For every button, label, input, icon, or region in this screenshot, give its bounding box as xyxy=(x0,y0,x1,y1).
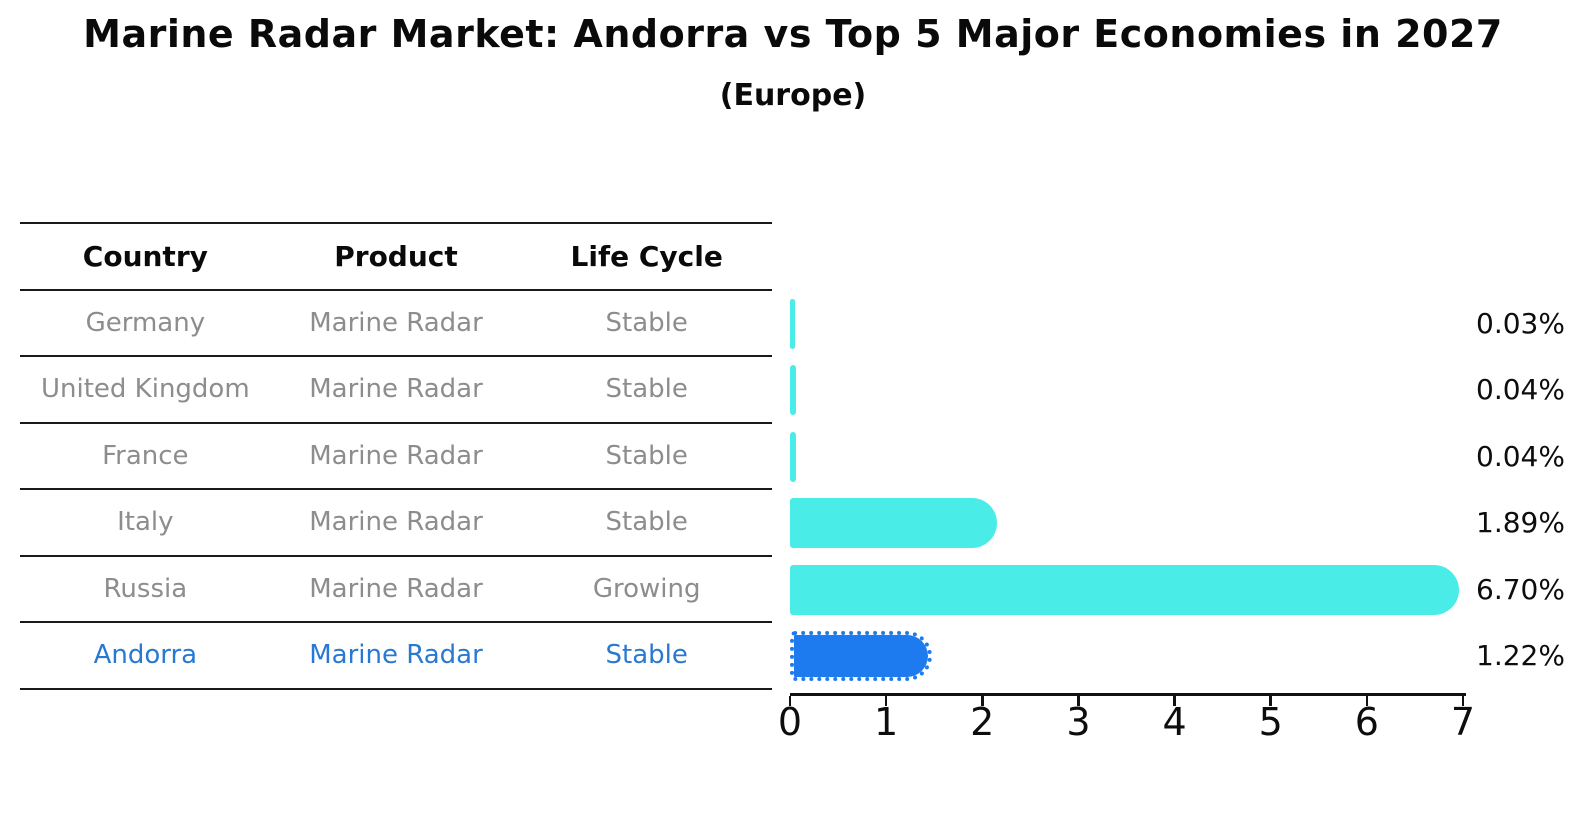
x-tick-label-5: 5 xyxy=(1258,700,1283,744)
table-cell-country: Russia xyxy=(103,573,188,604)
chart-title: Marine Radar Market: Andorra vs Top 5 Ma… xyxy=(83,12,1503,56)
table-cell-life-cycle: Stable xyxy=(605,307,688,338)
table-cell-product: Marine Radar xyxy=(309,507,483,538)
table-cell-life-cycle: Stable xyxy=(605,440,688,471)
bar-russia xyxy=(790,564,1460,615)
x-tick-mark-6 xyxy=(1365,696,1369,706)
x-tick-mark-5 xyxy=(1269,696,1272,706)
table-row-andorra: Andorra Marine Radar Stable xyxy=(20,623,772,690)
table-header-product: Product xyxy=(334,239,458,273)
table-cell-life-cycle: Stable xyxy=(605,374,688,405)
x-axis-line xyxy=(790,693,1466,696)
x-tick-label-6: 6 xyxy=(1354,700,1379,744)
x-tick-mark-4 xyxy=(1173,696,1176,706)
table-header-country: Country xyxy=(82,239,208,273)
value-label-andorra: 1.22% xyxy=(1476,639,1565,673)
x-tick-mark-0 xyxy=(788,696,792,706)
x-tick-mark-2 xyxy=(981,696,984,706)
table-row-germany: Germany Marine Radar Stable xyxy=(20,291,772,357)
x-tick-label-7: 7 xyxy=(1450,700,1476,744)
table-header-life-cycle: Life Cycle xyxy=(570,239,723,273)
table-row-united-kingdom: United Kingdom Marine Radar Stable xyxy=(20,357,772,424)
table-cell-life-cycle: Growing xyxy=(592,573,701,604)
table-header-row: Country Product Life Cycle xyxy=(20,224,772,291)
country-table: Country Product Life Cycle Germany Marine… xyxy=(20,222,772,690)
x-tick-label-2: 2 xyxy=(970,700,995,744)
x-tick-mark-1 xyxy=(884,696,888,706)
table-body: Germany Marine Radar Stable United Kingdom M… xyxy=(20,291,772,690)
value-label-russia: 6.70% xyxy=(1476,572,1565,606)
table-cell-country: Italy xyxy=(117,507,174,538)
x-tick-label-0: 0 xyxy=(777,700,803,744)
value-label-italy: 1.89% xyxy=(1476,506,1565,540)
value-label-france: 0.04% xyxy=(1476,439,1565,473)
bar-germany xyxy=(790,298,796,349)
table-cell-product: Marine Radar xyxy=(309,374,483,405)
value-label-united-kingdom: 0.04% xyxy=(1476,373,1565,407)
table-cell-country: France xyxy=(102,440,189,471)
table-cell-product: Marine Radar xyxy=(309,307,483,338)
table-cell-country: Germany xyxy=(85,307,206,338)
table-cell-product: Marine Radar xyxy=(309,573,483,604)
bar-united-kingdom xyxy=(790,365,797,416)
table-row-italy: Italy Marine Radar Stable xyxy=(20,490,772,557)
table-row-russia: Russia Marine Radar Growing xyxy=(20,557,772,623)
table-cell-country: Andorra xyxy=(93,640,198,671)
chart-subtitle: (Europe) xyxy=(719,78,867,113)
table-cell-life-cycle: Stable xyxy=(605,507,688,538)
table-row-france: France Marine Radar Stable xyxy=(20,424,772,490)
bar-france xyxy=(790,431,797,482)
x-tick-label-4: 4 xyxy=(1162,700,1187,744)
table-cell-product: Marine Radar xyxy=(309,440,483,471)
table-cell-product: Marine Radar xyxy=(309,640,483,671)
table-cell-life-cycle: Stable xyxy=(605,640,688,671)
x-tick-label-3: 3 xyxy=(1066,700,1091,744)
bar-italy xyxy=(790,498,997,549)
bar-andorra xyxy=(790,631,933,682)
x-tick-mark-3 xyxy=(1077,696,1080,706)
table-cell-country: United Kingdom xyxy=(40,374,250,405)
x-tick-label-1: 1 xyxy=(874,700,899,744)
x-tick-mark-7 xyxy=(1461,696,1465,706)
value-label-germany: 0.03% xyxy=(1476,306,1565,340)
